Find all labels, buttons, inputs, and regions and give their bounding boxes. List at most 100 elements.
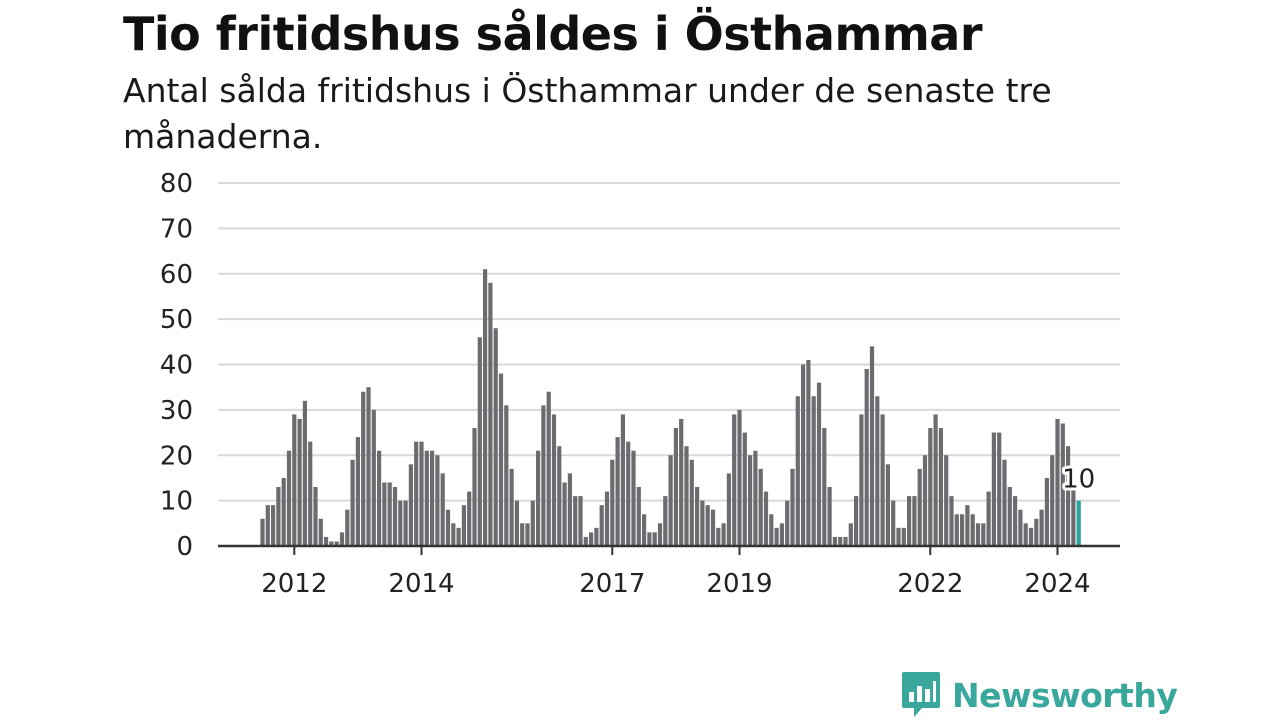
bar — [520, 523, 525, 546]
x-tick-label: 2012 — [261, 569, 327, 599]
chart-subtitle: Antal sålda fritidshus i Östhammar under… — [123, 71, 1052, 156]
bar — [302, 400, 307, 546]
x-tick-label: 2022 — [897, 569, 963, 599]
newsworthy-logo: Newsworthy — [900, 670, 1178, 720]
bar — [329, 541, 334, 546]
bar — [700, 500, 705, 547]
bar — [673, 428, 678, 546]
bar — [345, 509, 350, 546]
y-tick-label: 80 — [160, 169, 193, 199]
bar — [260, 518, 265, 546]
brand-name: Newsworthy — [952, 675, 1178, 715]
bar — [684, 446, 689, 546]
bar — [461, 505, 466, 546]
bar — [949, 496, 954, 546]
bar — [928, 428, 933, 546]
bar — [1002, 459, 1007, 546]
bar — [430, 450, 435, 546]
bar — [403, 500, 408, 547]
bar — [350, 459, 355, 546]
bar — [716, 527, 721, 546]
bar — [546, 391, 551, 546]
bar — [472, 428, 477, 546]
bar — [954, 514, 959, 546]
bar — [657, 523, 663, 546]
bar — [504, 405, 509, 546]
y-tick-label: 0 — [176, 532, 193, 562]
bar — [1028, 527, 1034, 546]
bar — [938, 428, 943, 546]
x-tick-label: 2017 — [579, 569, 645, 599]
bar — [753, 450, 758, 546]
bar — [1039, 509, 1044, 546]
bar — [811, 396, 816, 546]
bar — [498, 373, 504, 546]
bar — [975, 523, 981, 546]
bar — [392, 487, 398, 546]
bar — [891, 500, 896, 547]
bar — [1013, 496, 1018, 546]
bar — [705, 505, 710, 546]
y-tick-label: 50 — [160, 305, 193, 335]
bar — [276, 487, 281, 546]
bar — [541, 405, 546, 546]
bar — [286, 450, 292, 546]
bar — [419, 441, 424, 546]
bar — [366, 387, 371, 546]
bar — [763, 491, 769, 546]
bar — [769, 514, 774, 546]
bar — [313, 487, 318, 546]
bar — [907, 496, 912, 546]
bar — [859, 414, 864, 546]
bar — [610, 459, 615, 546]
bar — [371, 409, 376, 547]
bar — [599, 505, 604, 546]
bar — [318, 518, 323, 546]
bar — [562, 482, 567, 546]
bar — [838, 536, 843, 546]
bar — [848, 523, 853, 546]
bar — [551, 414, 557, 546]
bar — [1055, 418, 1060, 546]
bar — [525, 523, 530, 546]
bar — [843, 536, 848, 546]
bar — [864, 369, 869, 546]
bar — [785, 500, 790, 547]
bar — [334, 541, 339, 546]
bar — [589, 532, 594, 546]
bar — [387, 482, 392, 546]
bar — [816, 382, 822, 546]
x-tick-label: 2014 — [388, 569, 454, 599]
bar-highlight — [1076, 500, 1081, 547]
bar — [620, 414, 625, 546]
bar — [663, 496, 668, 546]
bar — [901, 527, 906, 546]
x-tick-label: 2019 — [706, 569, 772, 599]
bar — [414, 441, 419, 546]
bar — [398, 500, 403, 547]
bar — [710, 509, 716, 546]
bar — [435, 455, 440, 546]
bar — [695, 487, 700, 546]
bar — [445, 509, 451, 546]
bar — [880, 414, 885, 546]
bar — [1044, 477, 1049, 546]
bar — [509, 468, 514, 546]
bar — [689, 459, 694, 546]
bar — [642, 514, 647, 546]
bar — [885, 464, 890, 546]
bar — [1034, 518, 1039, 546]
bar — [1023, 523, 1028, 546]
bar — [748, 455, 753, 546]
bar — [488, 282, 493, 546]
bar — [801, 364, 806, 546]
bar — [297, 418, 302, 546]
bar — [424, 450, 429, 546]
bar — [726, 473, 731, 546]
bar — [679, 418, 684, 546]
bar — [324, 536, 329, 546]
bar — [991, 432, 996, 546]
bar — [806, 359, 811, 546]
bar — [271, 505, 276, 546]
